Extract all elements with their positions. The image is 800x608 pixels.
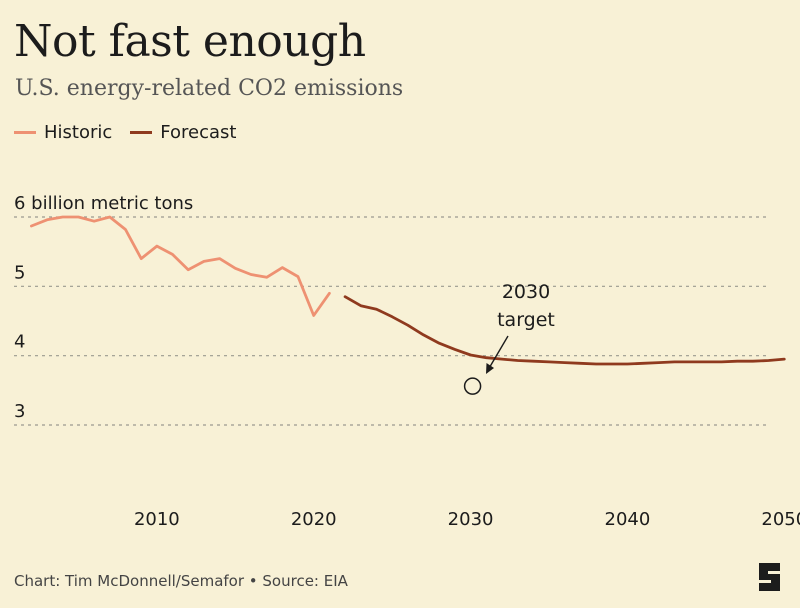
page-subtitle: U.S. energy-related CO2 emissions xyxy=(15,76,404,101)
semafor-s-logo-icon xyxy=(756,560,786,599)
legend-item-forecast: Forecast xyxy=(130,122,236,143)
legend-swatch-forecast xyxy=(130,131,153,134)
annotation-arrow-head xyxy=(486,363,494,374)
x-tick-label-2030: 2030 xyxy=(448,509,494,530)
chart-legend: Historic Forecast xyxy=(14,122,236,143)
annotation-arrow-line xyxy=(487,335,509,371)
page-title: Not fast enough xyxy=(14,16,366,67)
y-tick-label-5: 5 xyxy=(14,262,25,283)
x-tick-label-2020: 2020 xyxy=(291,509,337,530)
annotation-label-line-1: 2030 xyxy=(502,281,550,303)
series-line-forecast xyxy=(343,295,786,366)
target-marker-circle xyxy=(463,377,482,395)
y-tick-label-3: 3 xyxy=(14,401,25,422)
emissions-line-chart: 6 billion metric tons 5 4 3 2010 2020 2030 2040… xyxy=(14,193,800,530)
legend-label-forecast: Forecast xyxy=(160,122,237,143)
chart-credit: Chart: Tim McDonnell/Semafor • Source: E… xyxy=(14,572,348,590)
y-tick-label-4: 4 xyxy=(14,332,25,353)
legend-label-historic: Historic xyxy=(44,122,113,143)
x-tick-label-2010: 2010 xyxy=(134,509,180,530)
annotation-label-line-2: target xyxy=(497,309,555,331)
series-line-historic xyxy=(30,215,331,317)
legend-swatch-historic xyxy=(14,131,36,134)
x-tick-label-2040: 2040 xyxy=(605,509,651,530)
y-tick-label-6: 6 billion metric tons xyxy=(14,193,193,214)
x-tick-label-2050: 2050 xyxy=(761,509,800,530)
legend-item-historic: Historic xyxy=(14,122,112,143)
